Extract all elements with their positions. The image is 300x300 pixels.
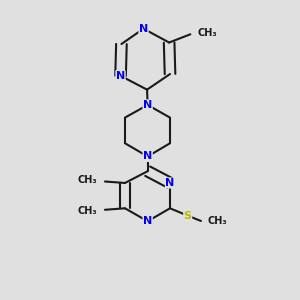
Text: N: N bbox=[143, 216, 152, 226]
Text: N: N bbox=[143, 152, 152, 161]
Text: CH₃: CH₃ bbox=[77, 175, 97, 185]
Text: CH₃: CH₃ bbox=[77, 206, 97, 216]
Text: CH₃: CH₃ bbox=[207, 216, 227, 226]
Text: S: S bbox=[184, 211, 192, 221]
Text: N: N bbox=[165, 178, 175, 188]
Text: N: N bbox=[143, 100, 152, 110]
Text: N: N bbox=[116, 71, 125, 81]
Text: N: N bbox=[139, 24, 148, 34]
Text: CH₃: CH₃ bbox=[198, 28, 217, 38]
